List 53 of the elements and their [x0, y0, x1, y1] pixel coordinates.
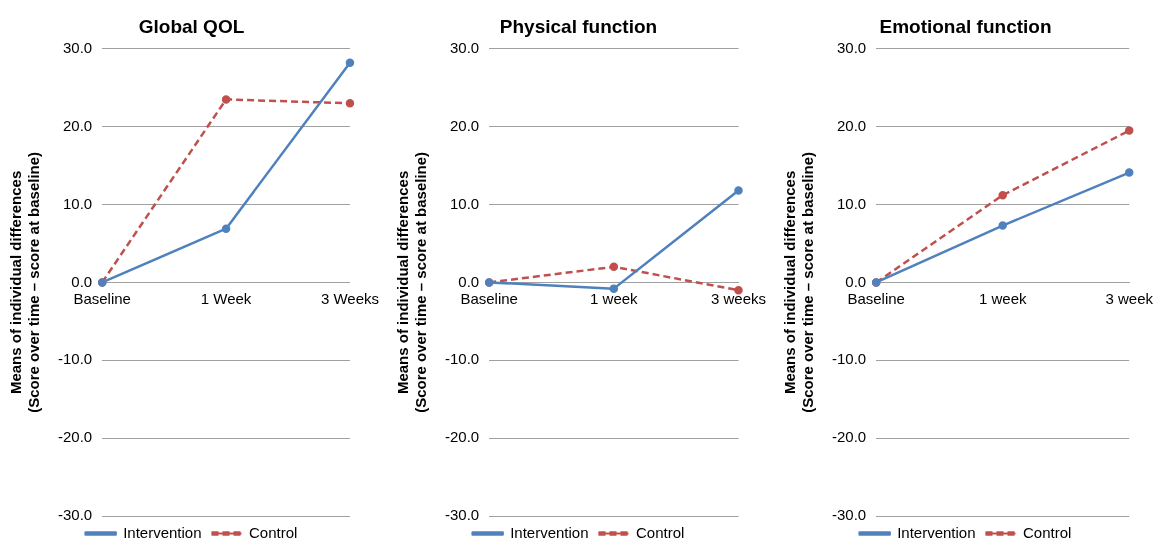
- x-tick-label: Baseline: [847, 289, 905, 307]
- y-tick-label: 0.0: [458, 272, 480, 290]
- y-tick-label: 30.0: [836, 38, 867, 56]
- chart-title: Emotional function: [879, 15, 1052, 37]
- y-tick-label: 10.0: [836, 194, 867, 212]
- y-tick-label: -10.0: [831, 350, 867, 368]
- chart-title: Physical function: [499, 15, 658, 37]
- y-tick-label: -30.0: [831, 506, 867, 524]
- point: [734, 186, 743, 195]
- x-tick-label: 1 week: [590, 289, 639, 307]
- y-tick-label: -30.0: [444, 506, 480, 524]
- y-tick-label: 20.0: [62, 116, 93, 134]
- point: [998, 190, 1007, 200]
- legend-label: Control: [636, 523, 685, 541]
- x-tick-label: 3 Weeks: [320, 289, 380, 307]
- y-tick-label: -10.0: [444, 350, 480, 368]
- legend-label: Intervention: [897, 523, 976, 541]
- y-tick-label: 10.0: [449, 194, 480, 212]
- y-tick-label: 20.0: [836, 116, 867, 134]
- point: [998, 221, 1007, 230]
- y-tick-label: 30.0: [62, 38, 93, 56]
- point: [221, 95, 231, 104]
- point: [221, 224, 231, 233]
- y-tick-label: -20.0: [831, 428, 867, 446]
- y-tick-label: 10.0: [62, 194, 93, 212]
- x-tick-label: 1 week: [978, 289, 1027, 307]
- point: [345, 99, 355, 108]
- legend-label: Intervention: [123, 523, 202, 541]
- legend-label: Control: [249, 523, 298, 541]
- x-tick-label: Baseline: [460, 289, 518, 307]
- y-tick-label: 0.0: [71, 272, 93, 290]
- x-tick-label: 3 weeks: [710, 289, 766, 307]
- x-tick-label: 1 Week: [200, 289, 252, 307]
- y-axis-title: Means of individual differences (Score over time – score at baseline): [7, 151, 43, 413]
- legend-label: Intervention: [510, 523, 589, 541]
- point: [1124, 126, 1134, 135]
- point: [609, 262, 619, 272]
- x-tick-label: Baseline: [73, 289, 131, 307]
- x-tick-label: 3 week: [1105, 289, 1154, 307]
- point: [345, 58, 355, 68]
- y-tick-label: 30.0: [449, 38, 480, 56]
- y-axis-title: Means of individual differences (Score over time – score at baseline): [781, 151, 817, 413]
- y-tick-label: -20.0: [57, 428, 93, 446]
- y-tick-label: 0.0: [845, 272, 867, 290]
- point: [1124, 168, 1134, 177]
- y-axis-title: Means of individual differences (Score over time – score at baseline): [394, 151, 430, 413]
- chart-title: Global QOL: [138, 15, 245, 37]
- legend-label: Control: [1023, 523, 1072, 541]
- point: [609, 284, 619, 293]
- y-tick-label: 20.0: [449, 116, 480, 134]
- y-tick-label: -10.0: [57, 350, 93, 368]
- y-tick-label: -30.0: [57, 506, 93, 524]
- y-tick-label: -20.0: [444, 428, 480, 446]
